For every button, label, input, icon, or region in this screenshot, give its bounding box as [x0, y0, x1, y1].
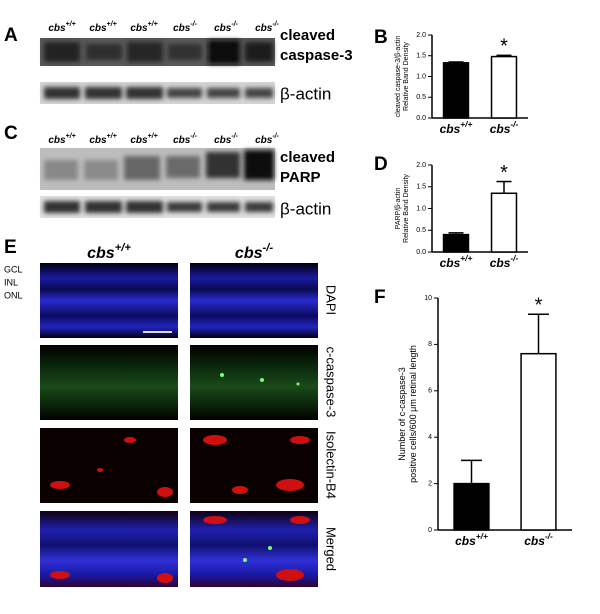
row-label: Isolectin-B4 [324, 431, 339, 499]
image-dapi [40, 263, 178, 338]
y-tick-label: 2.0 [416, 162, 426, 169]
y-tick-label: 1.0 [416, 73, 426, 80]
layer-label: GCL [4, 264, 23, 274]
x-tick-label: cbs-/- [490, 253, 519, 270]
lane-label: cbs+/+ [89, 133, 116, 145]
y-tick-label: 0.0 [416, 115, 426, 122]
y-axis-label: Number of c-caspase-3 [397, 367, 407, 461]
lane-label: cbs+/+ [48, 21, 75, 33]
row-label: DAPI [324, 285, 339, 315]
bar [490, 55, 518, 119]
y-tick-label: 0.5 [416, 227, 426, 234]
vessels [50, 516, 310, 583]
y-tick-label: 2.0 [416, 32, 426, 39]
column-label: cbs+/+ [87, 242, 131, 262]
annotation: * [500, 36, 508, 58]
bands [44, 201, 273, 213]
labels: A B C D E F cleaved caspase-3 β-actin cl… [4, 25, 388, 308]
blot-loading: β-actin [280, 199, 331, 218]
image-isolectin [40, 428, 178, 503]
spot [243, 558, 247, 562]
bands [44, 40, 273, 64]
lane-label: cbs+/+ [89, 21, 116, 33]
panel-label: B [374, 27, 388, 48]
blot-target: caspase-3 [280, 47, 353, 64]
bar [490, 192, 518, 253]
y-tick-label: 0.5 [416, 94, 426, 101]
bar [442, 233, 470, 253]
lane-label: cbs-/- [214, 133, 239, 145]
lane-label: cbs+/+ [48, 133, 75, 145]
y-tick-label: 1.5 [416, 53, 426, 60]
lane-label: cbs-/- [173, 21, 198, 33]
panel-label: D [374, 154, 388, 175]
lane-label: cbs-/- [173, 133, 198, 145]
spot [296, 382, 300, 386]
y-tick-label: 0.0 [416, 249, 426, 256]
vessels [50, 435, 310, 497]
bar [442, 62, 470, 119]
panel-label: F [374, 287, 386, 308]
bands [44, 150, 274, 180]
y-axis-label: Relative Band Density [403, 42, 410, 111]
blot-target: PARP [280, 169, 321, 186]
lane-label: cbs+/+ [130, 21, 157, 33]
blot-target: cleaved [280, 149, 335, 166]
y-axis-label: PARP/β-actin [395, 188, 402, 230]
y-tick-label: 2 [428, 480, 432, 487]
y-tick-label: 1.0 [416, 205, 426, 212]
y-tick-label: 8 [428, 341, 432, 348]
x-tick-label: cbs+/+ [440, 119, 473, 136]
x-tick-label: cbs+/+ [440, 253, 473, 270]
y-axis-label: positive cells/600 μm retinal length [408, 345, 418, 483]
bar [453, 482, 490, 531]
x-tick-label: cbs+/+ [455, 531, 488, 548]
row-label: c-caspase-3 [324, 347, 339, 418]
panel-label: A [4, 25, 18, 46]
layer-label: ONL [4, 290, 23, 300]
micrographs [40, 263, 318, 587]
y-axis-label: cleaved caspase-3/β-actin [395, 36, 402, 118]
spot [268, 546, 272, 550]
column-label: cbs-/- [235, 242, 273, 262]
lane-label: cbs-/- [255, 133, 280, 145]
y-tick-label: 4 [428, 434, 432, 441]
lane-label: cbs-/- [255, 21, 280, 33]
y-tick-label: 0 [428, 527, 432, 534]
x-tick-label: cbs-/- [490, 119, 519, 136]
x-tick-label: cbs-/- [524, 531, 553, 548]
y-axis-label: Relative Band Density [403, 174, 410, 243]
y-tick-label: 10 [424, 295, 432, 302]
y-tick-label: 6 [428, 388, 432, 395]
row-label: Merged [324, 527, 339, 571]
image-caspase [190, 345, 318, 420]
layer-label: INL [4, 277, 18, 287]
y-tick-label: 1.5 [416, 184, 426, 191]
lane-label: cbs-/- [214, 21, 239, 33]
blots [40, 38, 275, 218]
bar [520, 352, 557, 531]
annotation: * [500, 162, 508, 184]
image-dapi [190, 263, 318, 338]
spot [260, 378, 264, 382]
lane-label: cbs+/+ [130, 133, 157, 145]
bands [44, 87, 273, 99]
blot-target: cleaved [280, 27, 335, 44]
blot-loading: β-actin [280, 84, 331, 103]
panel-label: C [4, 123, 18, 144]
image-caspase [40, 345, 178, 420]
spot [220, 373, 224, 377]
panel-label: E [4, 237, 17, 258]
annotation: * [535, 295, 543, 317]
